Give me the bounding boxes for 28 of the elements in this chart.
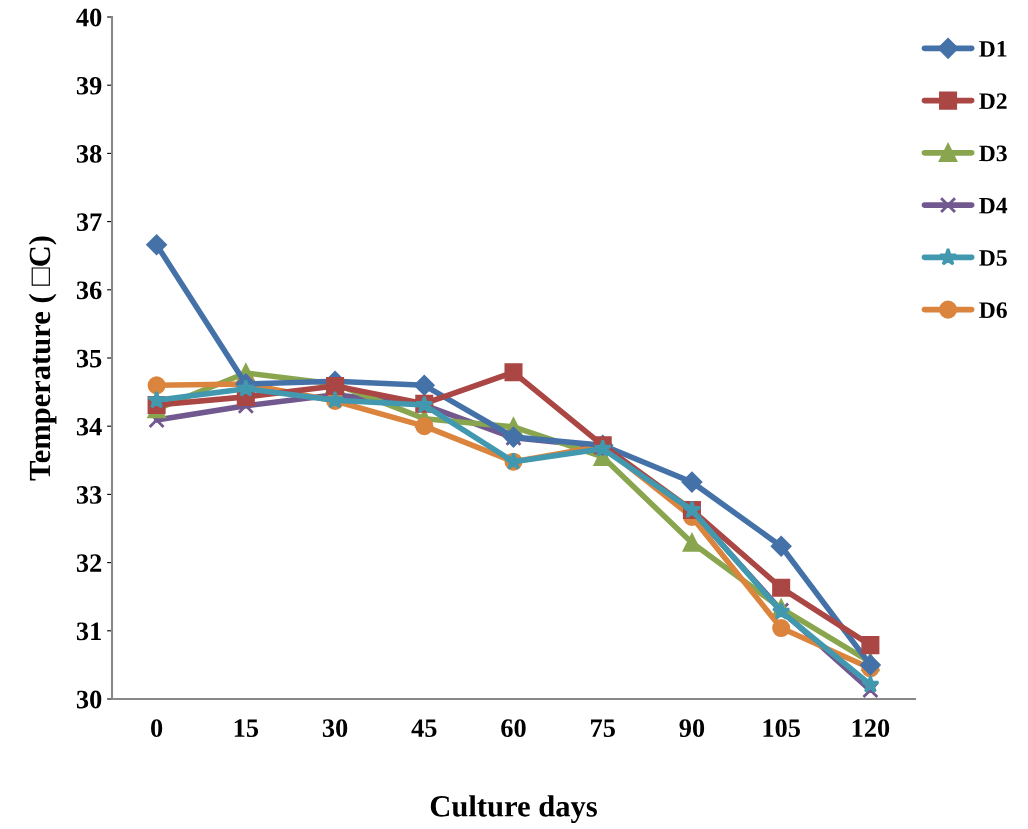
legend-label: D3 [979, 145, 1007, 162]
y-tick-label: 30 [76, 690, 102, 709]
y-tick-label: 32 [76, 554, 102, 573]
x-tick-label: 0 [151, 719, 163, 738]
x-tick-label: 45 [411, 719, 437, 738]
legend-label: D6 [979, 302, 1007, 319]
x-tick-label: 105 [763, 719, 800, 738]
x-tick-label: 60 [501, 719, 526, 738]
y-tick-label: 35 [76, 349, 102, 368]
x-tick-label: 75 [591, 719, 615, 738]
y-tick-label: 34 [76, 417, 102, 436]
legend-label: D4 [979, 197, 1008, 214]
legend-label: D2 [979, 93, 1007, 109]
x-tick-label: 15 [234, 719, 259, 738]
y-tick-label: 36 [76, 281, 102, 300]
y-tick-label: 39 [76, 76, 102, 95]
y-axis-title: Temperature ( □C) [28, 236, 57, 481]
y-tick-label: 37 [76, 213, 102, 232]
y-tick-label: 38 [76, 145, 102, 163]
y-tick-label: 33 [76, 486, 102, 504]
x-tick-label: 90 [679, 719, 705, 738]
y-tick-label: 31 [76, 622, 101, 641]
x-tick-label: 30 [322, 719, 348, 738]
x-tick-label: 120 [852, 719, 890, 738]
legend-label: D1 [979, 41, 1007, 57]
legend-label: D5 [979, 250, 1007, 266]
y-tick-label: 40 [76, 8, 102, 27]
x-axis-title: Culture days [430, 795, 597, 823]
